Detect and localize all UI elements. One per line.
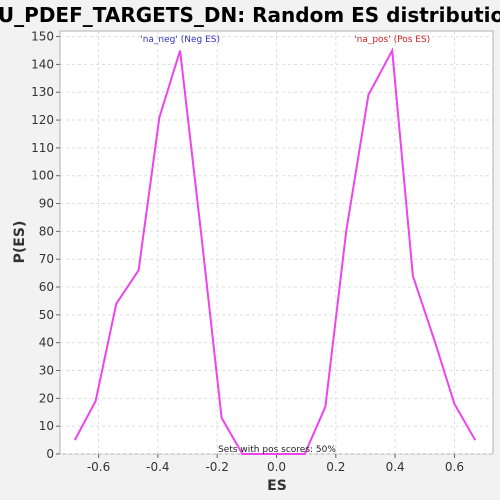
y-tick-label: 40 <box>39 336 54 350</box>
y-tick-label: 150 <box>31 30 54 44</box>
y-tick-label: 60 <box>39 280 54 294</box>
x-tick-label: -0.4 <box>146 460 169 474</box>
y-tick-label: 80 <box>39 224 54 238</box>
y-tick-label: 50 <box>39 308 54 322</box>
x-tick-label: 0.0 <box>267 460 286 474</box>
footnote: Sets with pos scores: 50% <box>218 445 336 455</box>
y-tick-label: 100 <box>31 169 54 183</box>
y-tick-label: 0 <box>46 447 54 461</box>
y-axis-label: P(ES) <box>12 221 28 264</box>
y-tick-label: 30 <box>39 364 54 378</box>
y-tick-label: 10 <box>39 419 54 433</box>
y-tick-label: 110 <box>31 141 54 155</box>
tick-layer: 0 10 20 30 40 50 60 70 80 90 100 110 120 130 140 150 -0.… <box>31 30 464 474</box>
y-tick-label: 90 <box>39 197 54 211</box>
x-tick-label: -0.6 <box>87 460 110 474</box>
y-tick-label: 20 <box>39 391 54 405</box>
y-tick-label: 140 <box>31 57 54 71</box>
y-tick-label: 120 <box>31 113 54 127</box>
x-tick-label: -0.2 <box>205 460 228 474</box>
series-annotation: 'na_pos' (Pos ES) <box>354 35 430 45</box>
x-axis-label: ES <box>267 478 287 494</box>
x-tick-label: 0.6 <box>445 460 464 474</box>
y-tick-label: 130 <box>31 85 54 99</box>
series-annotation: 'na_neg' (Neg ES) <box>140 35 220 45</box>
annotation-layer: 'na_neg' (Neg ES) 'na_pos' (Pos ES) <box>140 35 430 45</box>
grid-layer <box>60 31 493 455</box>
chart-title: GU_PDEF_TARGETS_DN: Random ES distributi… <box>0 3 500 27</box>
series-line <box>73 47 477 455</box>
x-tick-label: 0.4 <box>386 460 405 474</box>
y-tick-label: 70 <box>39 252 54 266</box>
series-layer <box>73 47 477 455</box>
x-tick-label: 0.2 <box>326 460 345 474</box>
